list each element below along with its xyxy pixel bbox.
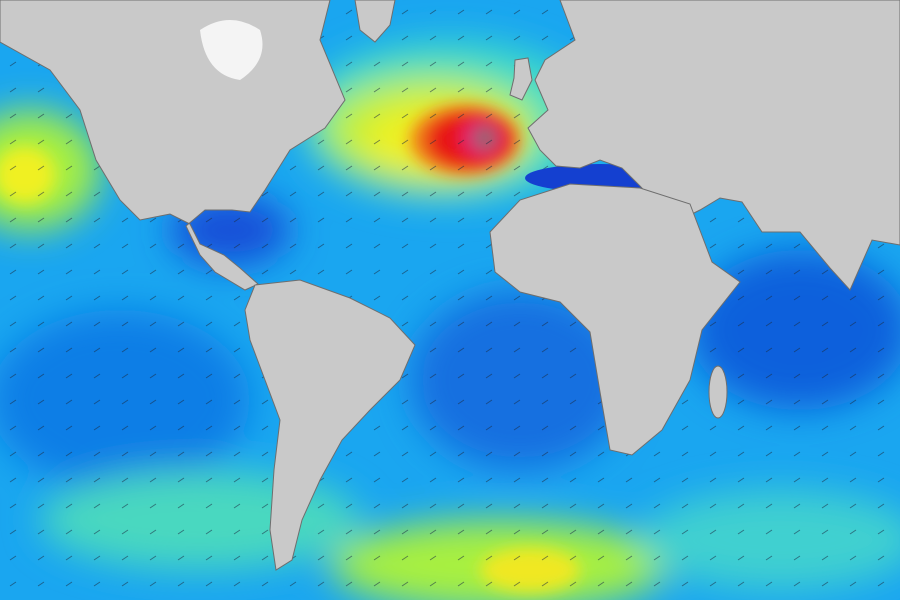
africa (489, 183, 741, 456)
north-america (0, 0, 346, 291)
british-isles (509, 57, 533, 101)
south-america (244, 279, 416, 571)
landmasses (0, 0, 900, 571)
madagascar (708, 365, 728, 419)
ice (200, 20, 263, 80)
greenland (354, 0, 396, 43)
